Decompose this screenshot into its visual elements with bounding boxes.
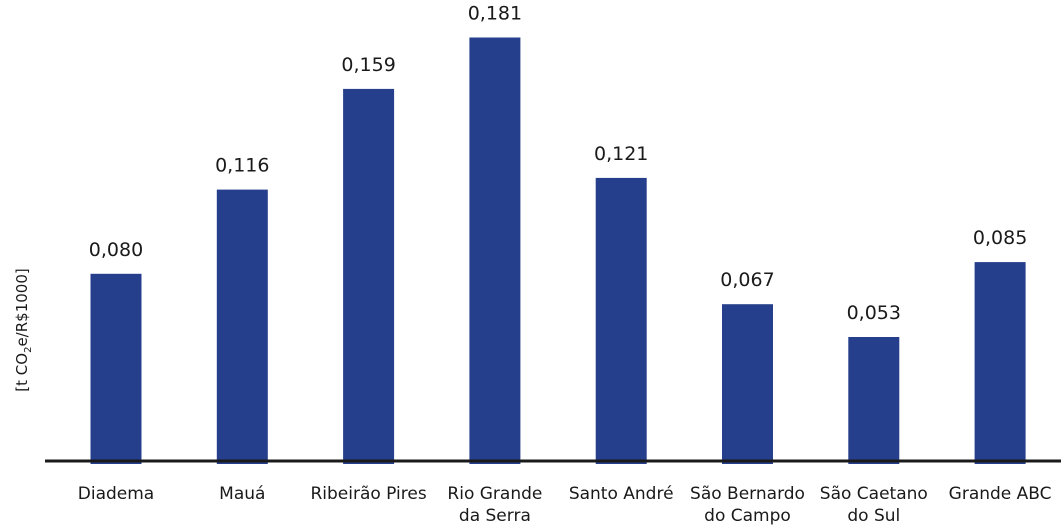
bar-value-label: 0,181 — [468, 3, 522, 25]
category-label-line: São Bernardo — [690, 484, 805, 504]
bar-value-label: 0,067 — [720, 269, 774, 291]
bar-value-label: 0,080 — [89, 239, 143, 261]
bar-value-label: 0,159 — [341, 54, 395, 76]
svg-text:[t CO2e/R$1000]: [t CO2e/R$1000] — [13, 268, 34, 391]
category-label: Ribeirão Pires — [310, 484, 426, 504]
bar-value-label: 0,085 — [973, 227, 1027, 249]
bar — [848, 337, 900, 464]
category-label: São Bernardo do Campo — [690, 484, 805, 526]
category-label-line: Grande ABC — [949, 484, 1052, 504]
y-axis-label-suffix: e/R$1000] — [13, 268, 31, 346]
bar-value-label: 0,053 — [847, 302, 901, 324]
bar-value-label: 0,116 — [215, 155, 269, 177]
category-label: Mauá — [219, 484, 265, 504]
y-axis-label: [t CO2e/R$1000] — [13, 268, 34, 391]
bar — [722, 304, 773, 464]
category-label: Diadema — [78, 484, 154, 504]
bar — [469, 37, 521, 464]
category-label: Rio Grande da Serra — [447, 484, 542, 526]
category-label: Santo André — [569, 484, 674, 504]
bar — [974, 262, 1026, 464]
category-label: São Caetano do Sul — [820, 484, 928, 526]
bar — [343, 88, 395, 465]
category-label-line: do Campo — [704, 506, 791, 526]
category-label-line: Mauá — [219, 484, 265, 504]
y-axis-label-prefix: [t CO — [13, 353, 31, 392]
bar — [216, 189, 268, 464]
category-label-line: Ribeirão Pires — [310, 484, 426, 504]
value-labels-group: 0,080 0,116 0,159 0,181 0,121 0,067 0,053 0,085 — [89, 3, 1028, 325]
y-axis-label-subscript: 2 — [23, 347, 34, 353]
bars-group — [90, 37, 1026, 465]
bar-value-label: 0,121 — [594, 143, 648, 165]
category-label: Grande ABC — [949, 484, 1052, 504]
category-label-line: Rio Grande — [447, 484, 542, 504]
category-label-line: São Caetano — [820, 484, 928, 504]
category-labels-group: Diadema Mauá Ribeirão Pires Rio Grande da Se… — [78, 484, 1052, 526]
bar — [90, 273, 142, 464]
category-label-line: do Sul — [847, 506, 900, 526]
category-label-line: Santo André — [569, 484, 674, 504]
bar — [595, 177, 647, 464]
category-label-line: da Serra — [459, 506, 531, 526]
category-label-line: Diadema — [78, 484, 154, 504]
